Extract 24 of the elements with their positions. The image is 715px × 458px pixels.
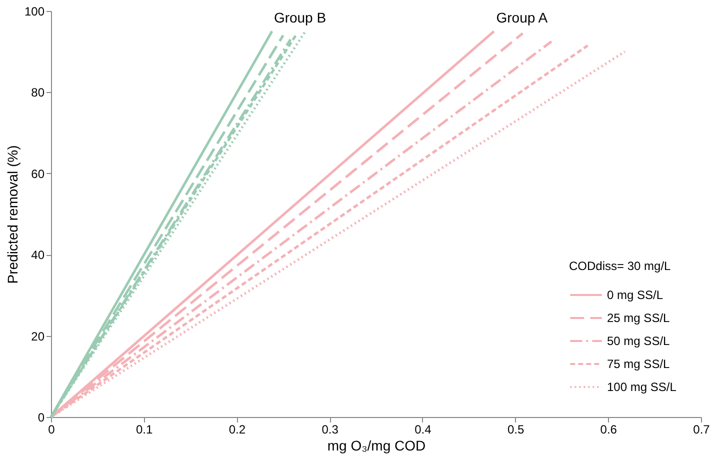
x-tick-label: 0.2 — [228, 422, 246, 436]
y-tick-label: 20 — [31, 329, 45, 344]
y-tick-label: 40 — [31, 248, 45, 262]
annotation: Group A — [496, 9, 548, 26]
x-axis-title: mg O₃/mg COD — [327, 438, 426, 454]
y-tick-label: 100 — [24, 4, 45, 18]
y-axis-title: Predicted removal (%) — [4, 145, 20, 284]
x-tick-label: 0.1 — [136, 422, 154, 436]
legend-label: 0 mg SS/L — [607, 288, 664, 302]
x-tick-label: 0.5 — [507, 422, 524, 436]
legend-label: 100 mg SS/L — [607, 380, 677, 394]
y-tick-label: 80 — [31, 86, 45, 100]
y-tick-label: 60 — [31, 166, 45, 181]
x-tick-label: 0 — [48, 422, 56, 436]
legend-title: CODdiss= 30 mg/L — [569, 259, 672, 273]
annotation: Group B — [274, 9, 326, 26]
x-tick-label: 0.3 — [322, 422, 339, 436]
legend-label: 75 mg SS/L — [607, 357, 670, 371]
x-tick-label: 0.4 — [414, 422, 432, 436]
x-tick-label: 0.7 — [693, 422, 710, 436]
legend-label: 25 mg SS/L — [607, 311, 670, 325]
x-tick-label: 0.6 — [600, 422, 618, 436]
legend-label: 50 mg SS/L — [607, 334, 670, 348]
y-tick-label: 0 — [38, 410, 45, 424]
